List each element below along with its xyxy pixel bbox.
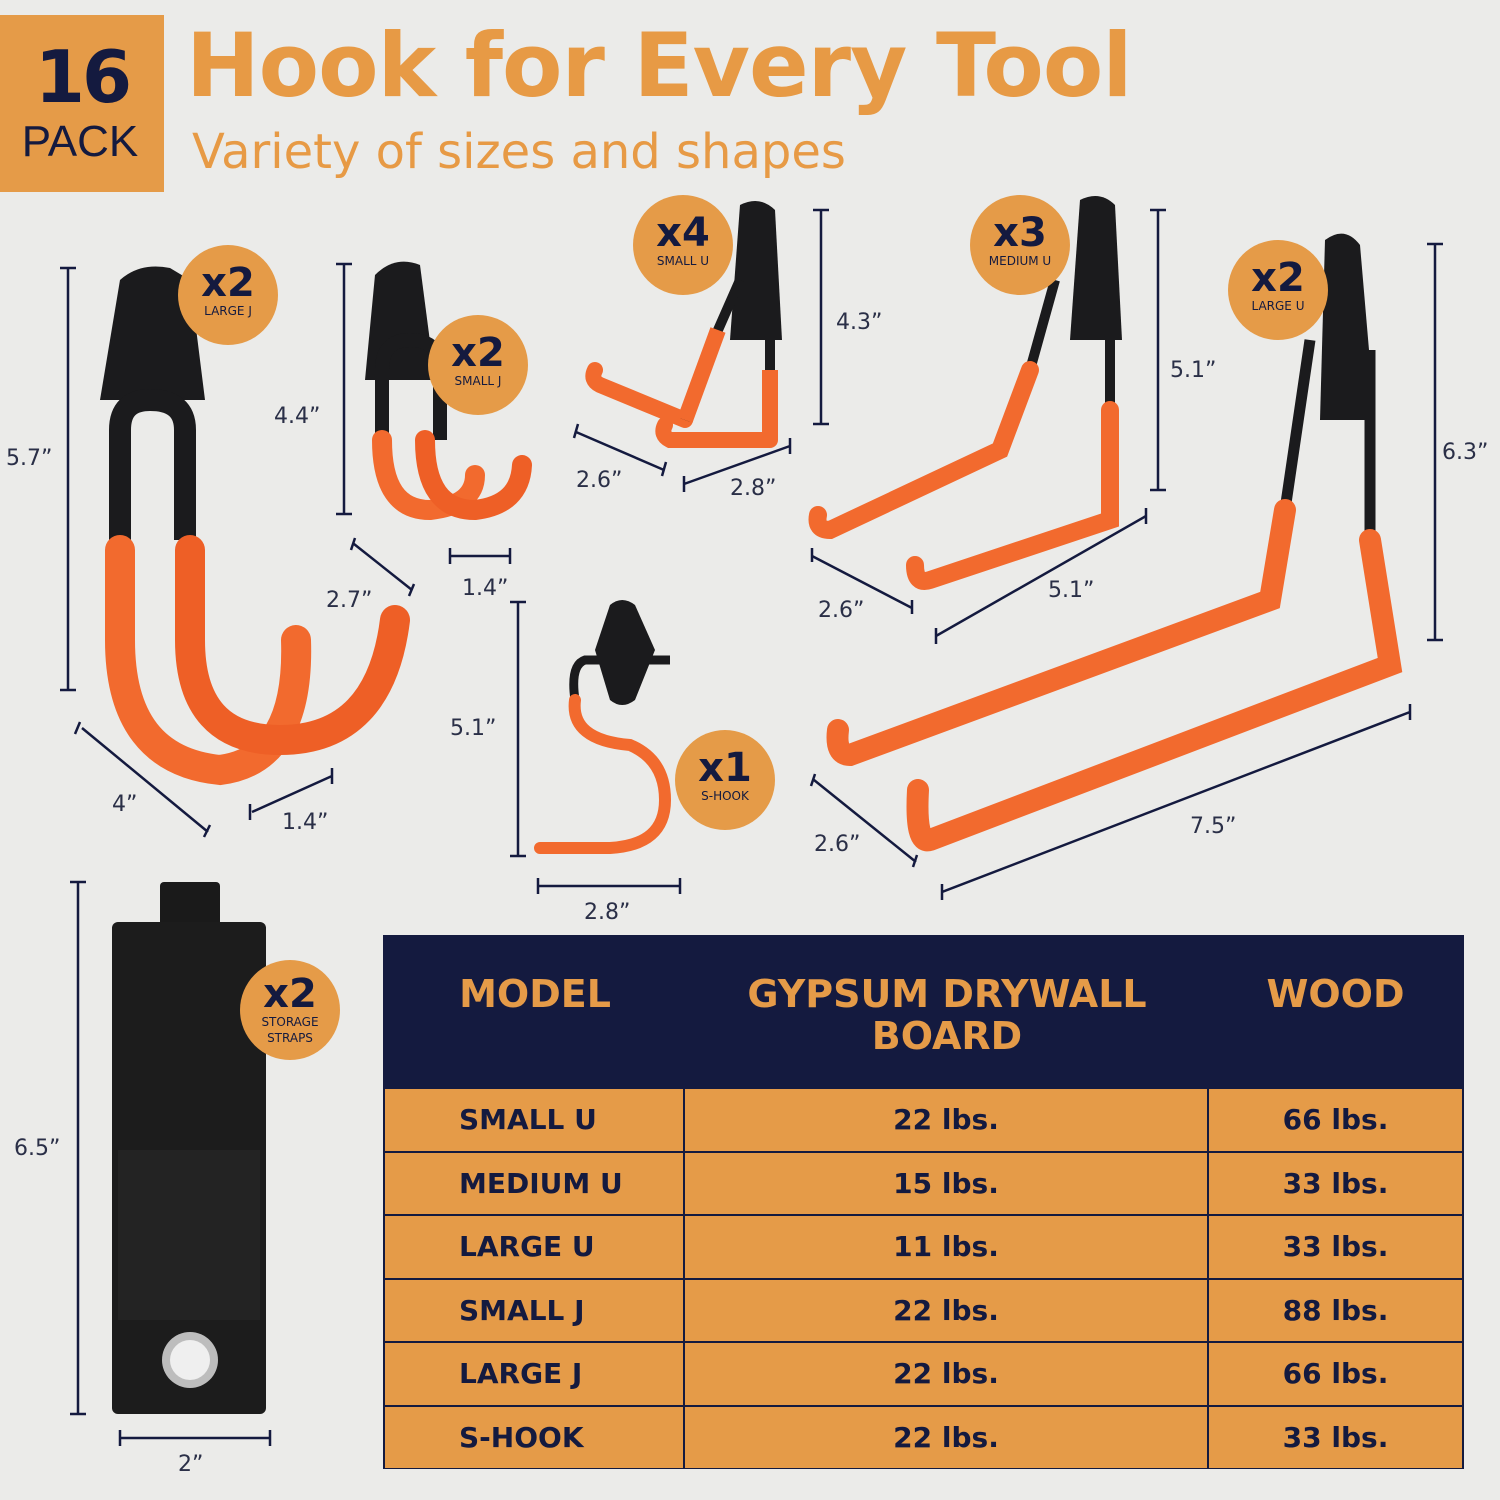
dim-straps-width: 2” [178, 1452, 204, 1477]
header-wood: WOOD [1266, 972, 1405, 1016]
table-row: MEDIUM U 15 lbs. 33 lbs. [385, 1150, 1462, 1214]
badge-label: SMALL U [656, 254, 710, 268]
table-row: S-HOOK 22 lbs. 33 lbs. [385, 1404, 1462, 1468]
header-model: MODEL [459, 972, 611, 1016]
large-j-hook [100, 266, 410, 786]
cell-wood: 66 lbs. [1209, 1343, 1462, 1405]
badge-straps: x2 STORAGE STRAPS [240, 960, 340, 1060]
storage-strap [112, 882, 266, 1414]
dim-medium-u-height: 5.1” [1170, 358, 1217, 383]
badge-qty: x2 [201, 260, 255, 306]
badge-s-hook: x1 S-HOOK [675, 730, 775, 830]
cell-model: LARGE U [385, 1216, 683, 1278]
cell-drywall: 22 lbs. [685, 1343, 1207, 1405]
table-header: MODEL GYPSUM DRYWALL BOARD WOOD [385, 937, 1462, 1087]
cell-model: SMALL J [385, 1279, 683, 1341]
dim-small-u-width: 2.8” [730, 476, 777, 501]
badge-label: MEDIUM U [988, 254, 1052, 268]
s-hook [534, 600, 672, 854]
dim-small-j-depth: 2.7” [326, 588, 373, 613]
dim-s-hook-height: 5.1” [450, 716, 497, 741]
badge-small-j: x2 SMALL J [428, 315, 528, 415]
dim-large-j-height: 5.7” [6, 446, 53, 471]
dim-large-j-width: 1.4” [282, 810, 329, 835]
badge-small-u: x4 SMALL U [633, 195, 733, 295]
dim-small-j-width: 1.4” [462, 576, 509, 601]
cell-drywall: 15 lbs. [685, 1152, 1207, 1214]
badge-large-j: x2 LARGE J [178, 245, 278, 345]
dim-small-u-height: 4.3” [836, 310, 883, 335]
table-row: SMALL U 22 lbs. 66 lbs. [385, 1087, 1462, 1151]
table-row: LARGE J 22 lbs. 66 lbs. [385, 1341, 1462, 1405]
badge-qty: x4 [656, 210, 710, 256]
pack-count: 16 [34, 35, 132, 119]
badge-qty: x1 [698, 745, 752, 791]
cell-model: S-HOOK [385, 1406, 683, 1468]
dimension-lines [60, 208, 1443, 1446]
dim-large-u-depth: 2.6” [814, 832, 861, 857]
badge-qty: x2 [451, 330, 505, 376]
badge-qty: x2 [263, 971, 317, 1017]
badge-label: S-HOOK [701, 789, 749, 803]
dim-large-u-width: 7.5” [1190, 814, 1237, 839]
cell-model: MEDIUM U [385, 1152, 683, 1214]
badge-label: SMALL J [454, 374, 502, 388]
cell-wood: 33 lbs. [1209, 1216, 1462, 1278]
medium-u-hook [808, 196, 1122, 590]
large-u-hook [826, 233, 1403, 852]
dim-medium-u-width: 5.1” [1048, 578, 1095, 603]
cell-drywall: 22 lbs. [685, 1279, 1207, 1341]
pack-count-box: 16 PACK [0, 15, 164, 192]
cell-model: SMALL U [385, 1089, 683, 1151]
page-title: Hook for Every Tool [186, 14, 1132, 117]
dim-straps-height: 6.5” [14, 1136, 61, 1161]
dim-large-j-depth: 4” [112, 792, 138, 817]
badge-label: STRAPS [267, 1031, 313, 1045]
dim-small-j-height: 4.4” [274, 404, 321, 429]
cell-wood: 33 lbs. [1209, 1406, 1462, 1468]
badge-large-u: x2 LARGE U [1228, 240, 1328, 340]
badge-medium-u: x3 MEDIUM U [970, 195, 1070, 295]
badge-label: STORAGE [261, 1015, 319, 1029]
cell-wood: 88 lbs. [1209, 1279, 1462, 1341]
badge-qty: x3 [993, 210, 1047, 256]
table-row: LARGE U 11 lbs. 33 lbs. [385, 1214, 1462, 1278]
cell-drywall: 11 lbs. [685, 1216, 1207, 1278]
table-row: SMALL J 22 lbs. 88 lbs. [385, 1277, 1462, 1341]
cell-wood: 33 lbs. [1209, 1152, 1462, 1214]
cell-drywall: 22 lbs. [685, 1406, 1207, 1468]
badge-label: LARGE J [204, 304, 252, 318]
cell-model: LARGE J [385, 1343, 683, 1405]
header-drywall: GYPSUM DRYWALL BOARD [747, 972, 1147, 1058]
badge-label: LARGE U [1251, 299, 1305, 313]
cell-drywall: 22 lbs. [685, 1089, 1207, 1151]
dim-small-u-depth: 2.6” [576, 468, 623, 493]
dim-medium-u-depth: 2.6” [818, 598, 865, 623]
page-subtitle: Variety of sizes and shapes [192, 124, 846, 180]
cell-wood: 66 lbs. [1209, 1089, 1462, 1151]
small-u-hook [585, 201, 782, 448]
dim-large-u-height: 6.3” [1442, 440, 1489, 465]
pack-label: PACK [21, 117, 139, 166]
dim-s-hook-width: 2.8” [584, 900, 631, 925]
badge-qty: x2 [1251, 255, 1305, 301]
